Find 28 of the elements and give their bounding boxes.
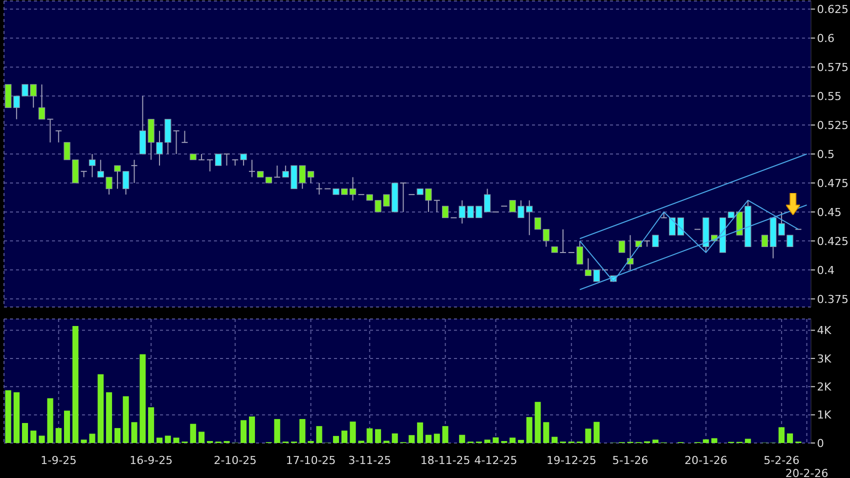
x-tick-label: 4-12-25 bbox=[474, 454, 518, 467]
y-tick-label: 0.5 bbox=[817, 148, 834, 161]
y-tick-label: 0.45 bbox=[817, 206, 842, 219]
y-tick-label: 0.575 bbox=[817, 60, 848, 74]
x-tick-label: 2-10-25 bbox=[214, 454, 257, 467]
x-tick-label: 1-9-25 bbox=[40, 454, 77, 467]
y-tick-label: 0.625 bbox=[817, 3, 848, 16]
x-tick-label: 3-11-25 bbox=[348, 454, 392, 467]
y-tick-label: 0.525 bbox=[817, 118, 848, 132]
y-tick-label: 0.375 bbox=[817, 292, 848, 306]
y-tick-label: 4K bbox=[817, 324, 832, 338]
x-tick-label: 5-1-26 bbox=[612, 454, 648, 467]
y-tick-label: 0.55 bbox=[817, 90, 842, 103]
x-tick-label: 5-2-26 bbox=[764, 454, 800, 467]
x-tick-label: 20-1-26 bbox=[684, 454, 728, 467]
y-tick-label: 0.475 bbox=[817, 176, 848, 190]
y-tick-label: 0.6 bbox=[817, 32, 834, 45]
y-tick-label: 0.425 bbox=[817, 234, 848, 248]
x-tick-label: 19-12-25 bbox=[546, 454, 596, 467]
x-tick-label: 18-11-25 bbox=[420, 454, 470, 467]
y-tick-label: 2K bbox=[817, 380, 832, 394]
x-tick-label: 16-9-25 bbox=[130, 454, 173, 467]
x-tick-label: 20-2-26 bbox=[785, 467, 828, 478]
x-tick-label: 17-10-25 bbox=[286, 454, 336, 467]
y-tick-label: 0 bbox=[817, 436, 824, 450]
y-tick-label: 0.4 bbox=[817, 264, 834, 277]
y-tick-label: 1K bbox=[817, 408, 832, 422]
y-tick-label: 3K bbox=[817, 352, 832, 366]
